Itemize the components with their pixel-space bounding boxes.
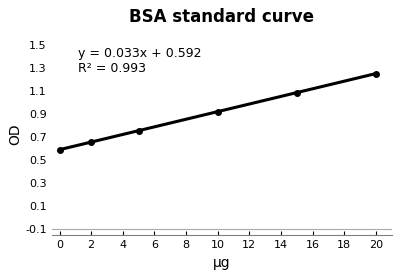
Title: BSA standard curve: BSA standard curve xyxy=(129,8,314,26)
Y-axis label: OD: OD xyxy=(8,123,22,145)
Text: y = 0.033x + 0.592: y = 0.033x + 0.592 xyxy=(78,47,202,60)
X-axis label: μg: μg xyxy=(213,256,230,270)
Text: R² = 0.993: R² = 0.993 xyxy=(78,62,146,75)
